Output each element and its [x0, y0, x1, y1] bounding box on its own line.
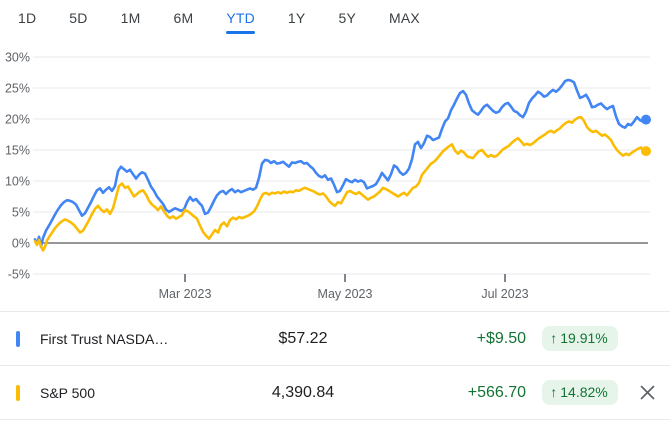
range-tabbar: 1D 5D 1M 6M YTD 1Y 5Y MAX	[0, 0, 670, 45]
tab-label: 6M	[173, 10, 194, 26]
x-axis-label: May 2023	[318, 287, 373, 301]
instrument-name: S&P 500	[40, 384, 96, 401]
active-tab-underline	[226, 31, 255, 34]
series-line-first-trust[interactable]	[33, 78, 648, 248]
instrument-name: First Trust NASDA…	[40, 330, 169, 347]
tab-label: MAX	[388, 10, 420, 26]
tab-label: 1Y	[287, 10, 306, 26]
series-line-sp500[interactable]	[33, 115, 648, 252]
up-arrow-icon: ↑	[550, 383, 558, 400]
percent-change-badge: ↑ 14.82%	[542, 379, 618, 406]
percent-change-badge: ↑ 19.91%	[542, 325, 618, 352]
y-axis-label: -5%	[8, 268, 30, 282]
price-change: +$9.50	[476, 329, 526, 347]
y-axis-label: 5%	[12, 206, 30, 220]
tab-5d[interactable]: 5D	[69, 10, 87, 26]
tab-label: 1D	[18, 10, 37, 26]
x-axis-label: Mar 2023	[159, 287, 212, 301]
quote-row-first-trust[interactable]: First Trust NASDA… $57.22 +$9.50 ↑ 19.91…	[0, 311, 670, 365]
tab-1d[interactable]: 1D	[18, 10, 36, 26]
price-comparison-chart[interactable]: 30% 25% 20% 15% 10% 5% 0% -5% Mar 2023 May 2023 Ju…	[0, 45, 670, 311]
remove-comparison-button[interactable]	[636, 381, 659, 404]
series-color-marker	[16, 330, 20, 347]
tab-5y[interactable]: 5Y	[338, 10, 356, 26]
y-axis-label: 30%	[5, 51, 30, 65]
tab-6m[interactable]: 6M	[173, 10, 193, 26]
y-axis-label: 15%	[5, 144, 30, 158]
percent-change-value: 19.91%	[560, 329, 608, 346]
y-axis-label: 0%	[12, 237, 30, 251]
percent-change-value: 14.82%	[560, 383, 608, 400]
instrument-price: 4,390.84	[271, 383, 335, 401]
quote-row-sp500[interactable]: S&P 500 4,390.84 +566.70 ↑ 14.82%	[0, 365, 670, 420]
close-icon	[640, 385, 654, 400]
tab-1y[interactable]: 1Y	[288, 10, 306, 26]
y-axis-label: 10%	[5, 175, 30, 189]
quote-table: First Trust NASDA… $57.22 +$9.50 ↑ 19.91…	[0, 311, 670, 420]
tab-1m[interactable]: 1M	[121, 10, 141, 26]
series-endpoint-dot	[641, 114, 651, 125]
tab-label: 5Y	[338, 10, 356, 26]
y-axis-label: 25%	[5, 82, 30, 96]
tab-label: 5D	[69, 10, 88, 26]
y-axis-label: 20%	[5, 113, 30, 127]
series-color-marker	[16, 384, 20, 401]
series-endpoint-dot	[641, 146, 651, 157]
tab-label: 1M	[120, 10, 141, 26]
up-arrow-icon: ↑	[550, 329, 558, 346]
tab-label: YTD	[226, 10, 255, 26]
instrument-price: $57.22	[278, 329, 328, 347]
tab-max[interactable]: MAX	[389, 10, 420, 26]
price-change: +566.70	[467, 383, 526, 401]
tab-ytd[interactable]: YTD	[226, 10, 255, 34]
x-axis-label: Jul 2023	[481, 287, 528, 301]
